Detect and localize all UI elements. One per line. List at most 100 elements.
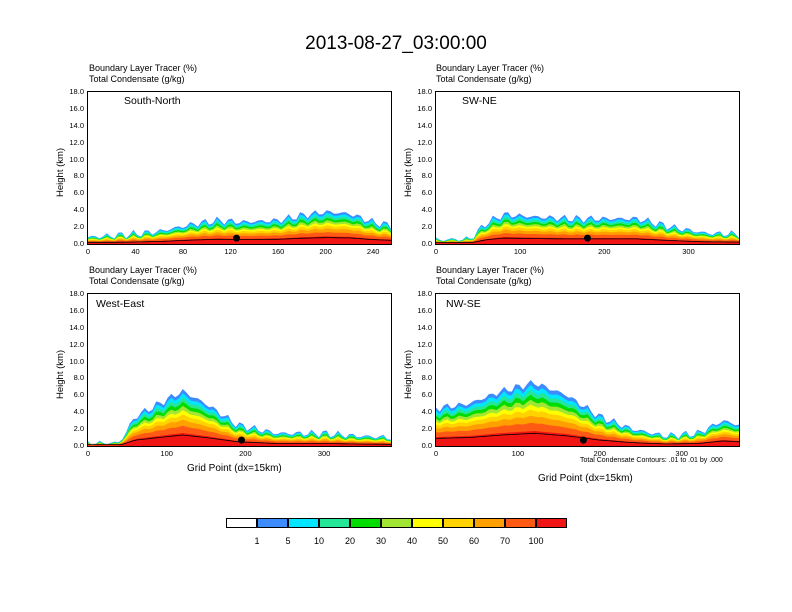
field-svg — [436, 380, 739, 446]
terrain-line — [436, 432, 739, 445]
y-tick-label: 18.0 — [417, 87, 432, 96]
colorbar-swatch — [257, 518, 288, 528]
panel-label: SW-NE — [462, 95, 497, 107]
y-tick-label: 4.0 — [73, 407, 84, 417]
x-tick-label: 80 — [178, 247, 188, 256]
colorbar-label: 10 — [313, 536, 324, 546]
x-tick-label: 100 — [511, 449, 525, 458]
y-tick-label: 16.0 — [417, 305, 432, 315]
x-tick-label: 200 — [319, 247, 332, 256]
x-tick-label: 120 — [224, 247, 237, 256]
panel-title-line-1: Boundary Layer Tracer (%) — [89, 265, 198, 275]
location-marker — [233, 234, 241, 242]
colorbar-swatch — [412, 518, 443, 528]
colorbar-label: 40 — [406, 536, 417, 546]
plot-area — [435, 293, 740, 447]
x-tick-label: 0 — [85, 449, 91, 458]
colorbar-swatch — [288, 518, 319, 528]
y-tick-label: 8.0 — [73, 171, 84, 181]
y-tick-label: 6.0 — [421, 188, 432, 198]
x-tick-label: 0 — [433, 449, 439, 458]
y-tick-label: 8.0 — [421, 373, 432, 383]
panel-title-line-2: Total Condensate (g/kg) — [89, 74, 185, 84]
y-tick-label: 18.0 — [69, 289, 84, 298]
colorbar-swatch — [226, 518, 257, 528]
y-tick-label: 16.0 — [69, 103, 84, 113]
y-tick-label: 14.0 — [417, 120, 432, 130]
x-tick-label: 0 — [433, 247, 439, 256]
panel-label: South-North — [124, 95, 181, 107]
y-tick-label: 12.0 — [417, 137, 432, 147]
panel-title-line-1: Boundary Layer Tracer (%) — [89, 63, 198, 73]
colorbar-swatch — [536, 518, 567, 528]
y-tick-label: 0.0 — [73, 239, 84, 248]
y-tick-label: 16.0 — [69, 305, 84, 315]
x-tick-label: 100 — [160, 449, 173, 458]
y-tick-label: 6.0 — [73, 390, 84, 400]
x-tick-label: 200 — [593, 449, 607, 458]
y-tick-label: 4.0 — [73, 205, 84, 215]
y-tick-label: 4.0 — [421, 205, 432, 215]
colorbar-label: 50 — [437, 536, 448, 546]
y-tick-label: 2.0 — [73, 424, 84, 434]
colorbar-label: 5 — [285, 536, 291, 546]
panel-title-line-1: Boundary Layer Tracer (%) — [436, 63, 545, 73]
x-tick-label: 200 — [239, 449, 252, 458]
y-tick-label: 12.0 — [69, 137, 84, 147]
x-axis-label: Grid Point (dx=15km) — [187, 463, 282, 474]
colorbar-swatch — [505, 518, 536, 528]
colorbar-swatch — [319, 518, 350, 528]
y-tick-label: 2.0 — [73, 222, 84, 232]
colorbar-label: 100 — [528, 536, 544, 546]
x-tick-label: 300 — [317, 449, 331, 458]
colorbar — [226, 518, 567, 528]
colorbar-label: 1 — [254, 536, 260, 546]
field-svg — [88, 389, 391, 446]
y-tick-label: 8.0 — [73, 373, 84, 383]
x-axis-label: Grid Point (dx=15km) — [538, 473, 633, 484]
colorbar-swatch — [381, 518, 412, 528]
y-tick-label: 0.0 — [73, 441, 84, 450]
panel-title-line-2: Total Condensate (g/kg) — [436, 74, 532, 84]
contour-note: Total Condensate Contours: .01 to .01 by… — [580, 457, 723, 464]
panel-label: West-East — [96, 298, 145, 310]
figure-title: 2013-08-27_03:00:00 — [305, 33, 487, 54]
field-svg — [436, 212, 739, 244]
y-tick-label: 0.0 — [421, 239, 432, 248]
panel-title-line-2: Total Condensate (g/kg) — [89, 276, 185, 286]
y-tick-label: 10.0 — [417, 356, 432, 366]
y-tick-label: 10.0 — [69, 356, 84, 366]
y-tick-label: 12.0 — [417, 339, 432, 349]
y-tick-label: 6.0 — [421, 390, 432, 400]
field-svg — [88, 210, 391, 244]
tracer-band — [88, 433, 391, 446]
x-tick-label: 200 — [598, 247, 611, 256]
y-tick-label: 2.0 — [421, 222, 432, 232]
panel-label: NW-SE — [446, 298, 481, 310]
plot-area — [87, 91, 392, 245]
y-tick-label: 6.0 — [73, 188, 84, 198]
colorbar-label: 60 — [468, 536, 479, 546]
x-tick-label: 300 — [682, 247, 695, 256]
plot-area — [435, 91, 740, 245]
y-tick-label: 18.0 — [69, 87, 84, 96]
location-marker — [237, 436, 245, 444]
y-tick-label: 14.0 — [417, 322, 432, 332]
y-tick-label: 2.0 — [421, 424, 432, 434]
panel-title-line-1: Boundary Layer Tracer (%) — [436, 265, 545, 275]
colorbar-label: 70 — [499, 536, 510, 546]
x-tick-label: 300 — [675, 449, 688, 458]
y-tick-label: 10.0 — [69, 154, 84, 164]
y-tick-label: 18.0 — [417, 289, 432, 298]
colorbar-swatch — [443, 518, 474, 528]
location-marker — [584, 234, 591, 242]
x-tick-label: 0 — [85, 247, 91, 256]
colorbar-label: 30 — [375, 536, 386, 546]
y-tick-label: 0.0 — [421, 441, 432, 450]
y-tick-label: 4.0 — [421, 407, 432, 417]
colorbar-label: 20 — [344, 536, 355, 546]
panel-title-line-2: Total Condensate (g/kg) — [436, 276, 532, 286]
x-tick-label: 40 — [131, 247, 140, 256]
x-tick-label: 100 — [513, 247, 527, 256]
y-tick-label: 10.0 — [417, 154, 432, 164]
